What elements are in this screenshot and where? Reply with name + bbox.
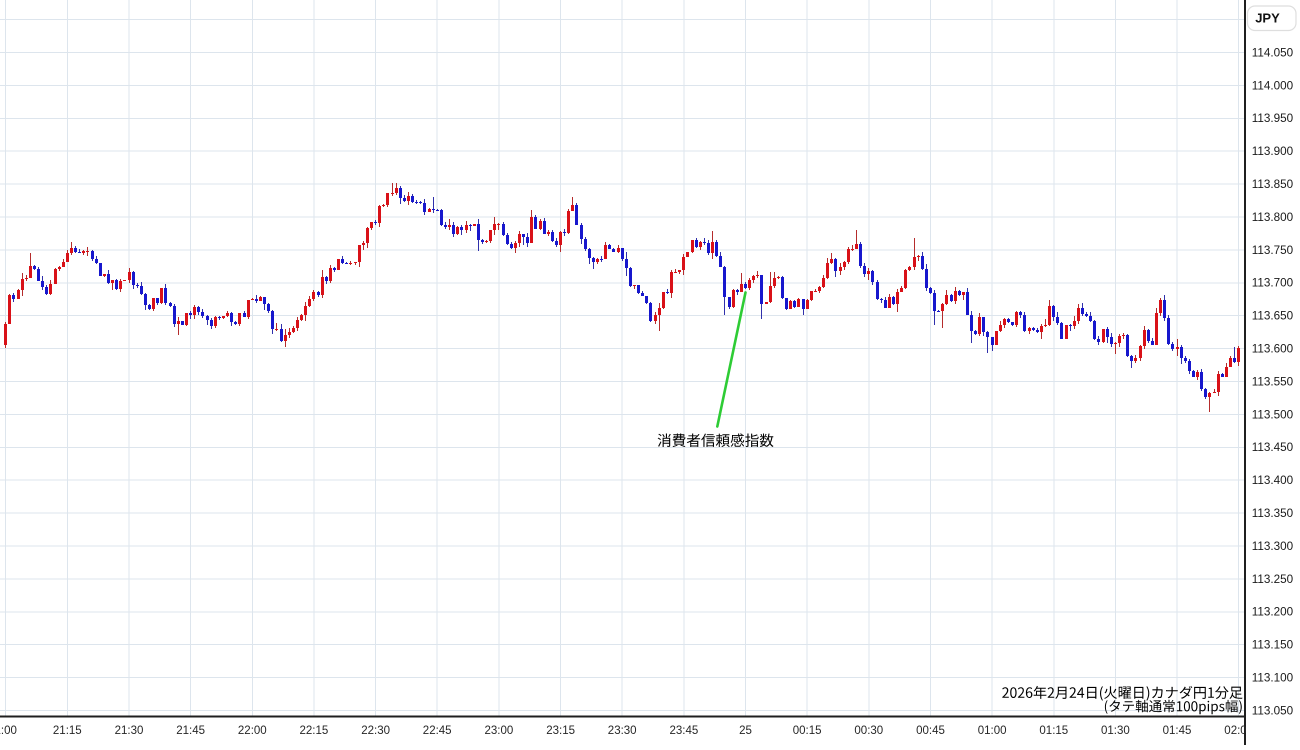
svg-text:02:00: 02:00 <box>1224 725 1253 737</box>
svg-text:01:00: 01:00 <box>978 725 1007 737</box>
svg-text:01:30: 01:30 <box>1101 725 1130 737</box>
svg-text:22:30: 22:30 <box>361 725 390 737</box>
svg-text:113.700: 113.700 <box>1252 277 1294 290</box>
svg-text:113.150: 113.150 <box>1252 639 1294 652</box>
svg-text:22:45: 22:45 <box>423 725 452 737</box>
svg-text:113.100: 113.100 <box>1252 672 1294 685</box>
svg-text:113.550: 113.550 <box>1252 375 1294 388</box>
svg-text:21:45: 21:45 <box>176 725 205 737</box>
svg-text:23:45: 23:45 <box>670 725 699 737</box>
svg-text:21:00: 21:00 <box>0 725 17 737</box>
svg-text:22:00: 22:00 <box>238 725 267 737</box>
svg-text:114.000: 114.000 <box>1252 79 1294 92</box>
svg-text:113.350: 113.350 <box>1252 507 1294 520</box>
svg-text:00:30: 00:30 <box>854 725 883 737</box>
svg-text:113.750: 113.750 <box>1252 244 1294 257</box>
svg-text:113.950: 113.950 <box>1252 112 1294 125</box>
svg-text:23:00: 23:00 <box>485 725 514 737</box>
svg-text:01:15: 01:15 <box>1039 725 1068 737</box>
svg-text:113.600: 113.600 <box>1252 343 1294 356</box>
svg-text:113.400: 113.400 <box>1252 474 1294 487</box>
svg-text:114.050: 114.050 <box>1252 46 1294 59</box>
svg-text:01:45: 01:45 <box>1163 725 1192 737</box>
svg-text:21:30: 21:30 <box>115 725 144 737</box>
svg-text:113.800: 113.800 <box>1252 211 1294 224</box>
svg-text:113.450: 113.450 <box>1252 441 1294 454</box>
svg-text:113.900: 113.900 <box>1252 145 1294 158</box>
svg-text:113.200: 113.200 <box>1252 606 1294 619</box>
svg-text:22:15: 22:15 <box>300 725 329 737</box>
svg-text:25: 25 <box>739 725 752 737</box>
svg-text:JPY: JPY <box>1255 11 1280 26</box>
svg-text:113.050: 113.050 <box>1252 704 1294 717</box>
svg-text:23:30: 23:30 <box>608 725 637 737</box>
svg-text:00:15: 00:15 <box>793 725 822 737</box>
svg-text:113.300: 113.300 <box>1252 540 1294 553</box>
svg-text:23:15: 23:15 <box>546 725 575 737</box>
svg-text:113.650: 113.650 <box>1252 310 1294 323</box>
svg-text:113.250: 113.250 <box>1252 573 1294 586</box>
svg-text:113.850: 113.850 <box>1252 178 1294 191</box>
svg-text:113.500: 113.500 <box>1252 408 1294 421</box>
svg-text:21:15: 21:15 <box>53 725 82 737</box>
svg-text:00:45: 00:45 <box>916 725 945 737</box>
